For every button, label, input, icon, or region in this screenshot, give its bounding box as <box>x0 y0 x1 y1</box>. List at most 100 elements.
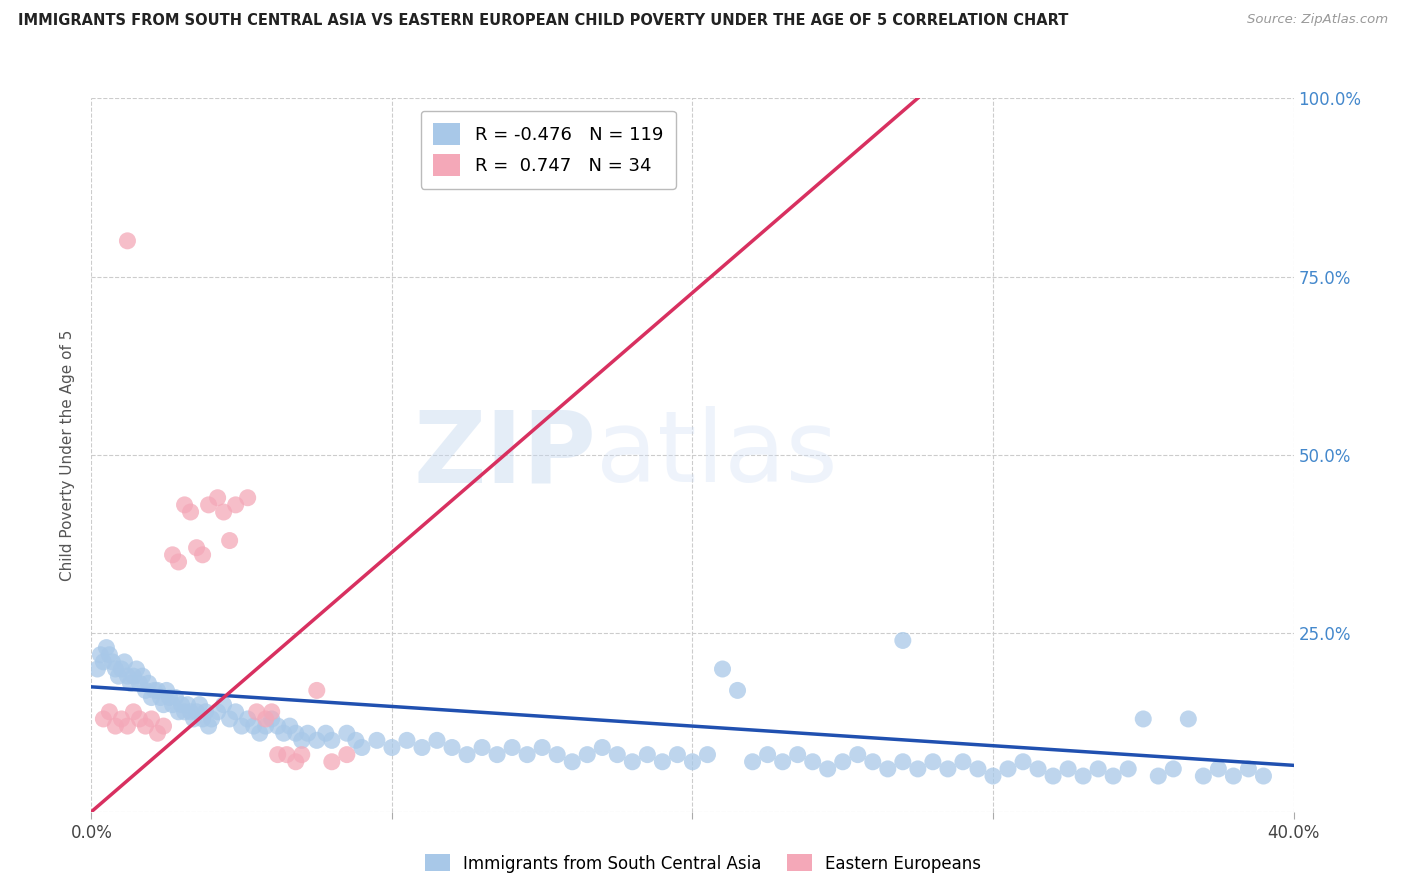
Point <box>98 705 121 719</box>
Point <box>152 698 174 712</box>
Point <box>315 726 337 740</box>
Point <box>305 733 328 747</box>
Point <box>501 740 523 755</box>
Point <box>183 712 205 726</box>
Point <box>336 726 359 740</box>
Point <box>134 719 156 733</box>
Point <box>120 676 142 690</box>
Point <box>486 747 509 762</box>
Point <box>621 755 644 769</box>
Point <box>128 676 150 690</box>
Point <box>197 719 219 733</box>
Point <box>1161 762 1184 776</box>
Point <box>1087 762 1109 776</box>
Point <box>131 669 153 683</box>
Point <box>786 747 808 762</box>
Point <box>1057 762 1080 776</box>
Point <box>167 555 190 569</box>
Point <box>128 712 150 726</box>
Point <box>1208 762 1230 776</box>
Point <box>122 705 145 719</box>
Point <box>96 640 118 655</box>
Point <box>104 662 127 676</box>
Point <box>666 747 689 762</box>
Point <box>907 762 929 776</box>
Point <box>651 755 673 769</box>
Point <box>236 491 259 505</box>
Point <box>152 719 174 733</box>
Point <box>1012 755 1035 769</box>
Point <box>212 505 235 519</box>
Point <box>1102 769 1125 783</box>
Point <box>772 755 794 769</box>
Point <box>1116 762 1139 776</box>
Point <box>141 690 163 705</box>
Text: IMMIGRANTS FROM SOUTH CENTRAL ASIA VS EASTERN EUROPEAN CHILD POVERTY UNDER THE A: IMMIGRANTS FROM SOUTH CENTRAL ASIA VS EA… <box>18 13 1069 29</box>
Point <box>218 712 240 726</box>
Point <box>981 769 1004 783</box>
Point <box>93 655 115 669</box>
Point <box>89 648 111 662</box>
Point <box>146 726 169 740</box>
Point <box>110 712 132 726</box>
Point <box>197 498 219 512</box>
Text: atlas: atlas <box>596 407 838 503</box>
Point <box>846 747 869 762</box>
Point <box>936 762 959 776</box>
Point <box>141 712 163 726</box>
Point <box>305 683 328 698</box>
Point <box>260 705 283 719</box>
Point <box>188 698 211 712</box>
Point <box>143 683 166 698</box>
Point <box>180 505 202 519</box>
Point <box>381 740 404 755</box>
Point <box>207 705 229 719</box>
Point <box>191 548 214 562</box>
Point <box>591 740 613 755</box>
Point <box>711 662 734 676</box>
Point <box>741 755 763 769</box>
Point <box>194 705 217 719</box>
Point <box>546 747 568 762</box>
Point <box>1253 769 1275 783</box>
Point <box>186 705 208 719</box>
Point <box>138 676 160 690</box>
Point <box>246 705 269 719</box>
Point <box>101 655 124 669</box>
Point <box>411 740 433 755</box>
Point <box>218 533 240 548</box>
Point <box>207 491 229 505</box>
Point <box>576 747 599 762</box>
Point <box>173 498 195 512</box>
Point <box>284 755 307 769</box>
Point <box>952 755 974 769</box>
Point <box>165 690 187 705</box>
Point <box>191 712 214 726</box>
Point <box>146 683 169 698</box>
Point <box>1026 762 1049 776</box>
Point <box>817 762 839 776</box>
Point <box>173 705 195 719</box>
Point <box>756 747 779 762</box>
Y-axis label: Child Poverty Under the Age of 5: Child Poverty Under the Age of 5 <box>60 329 76 581</box>
Point <box>440 740 463 755</box>
Point <box>176 698 198 712</box>
Point <box>134 683 156 698</box>
Point <box>862 755 884 769</box>
Point <box>891 633 914 648</box>
Point <box>395 733 418 747</box>
Point <box>1042 769 1064 783</box>
Point <box>236 712 259 726</box>
Point <box>225 498 247 512</box>
Point <box>167 705 190 719</box>
Point <box>231 719 253 733</box>
Point <box>350 740 373 755</box>
Point <box>831 755 853 769</box>
Point <box>1147 769 1170 783</box>
Point <box>1237 762 1260 776</box>
Point <box>366 733 388 747</box>
Point <box>456 747 478 762</box>
Point <box>291 733 314 747</box>
Point <box>273 726 295 740</box>
Point <box>471 740 494 755</box>
